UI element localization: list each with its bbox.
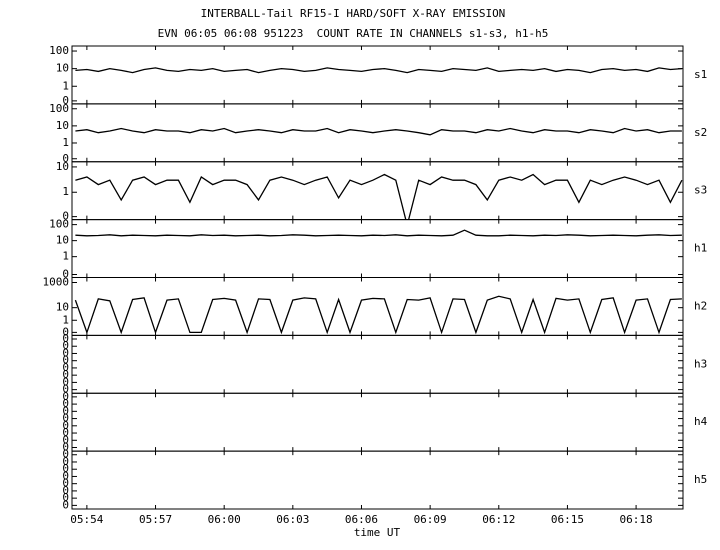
series-line	[74, 295, 682, 335]
y-tick-label: 10	[56, 234, 69, 247]
y-tick-label: 10	[56, 62, 69, 75]
y-tick-label: 100	[49, 44, 69, 57]
y-tick-label: 100	[49, 218, 69, 231]
y-tick-label: 0	[62, 397, 69, 410]
y-tick-label: 10	[56, 160, 69, 173]
panel-frame	[71, 45, 684, 105]
y-tick-label: 100	[49, 102, 69, 115]
panel-frame	[71, 334, 684, 394]
y-tick-label: 0	[62, 94, 69, 107]
panel-label: s2	[694, 126, 707, 139]
panel-label: h5	[694, 473, 707, 486]
x-tick-label: 06:09	[414, 513, 447, 526]
y-tick-label: 0	[62, 390, 69, 403]
x-tick-label: 06:06	[345, 513, 378, 526]
x-tick-label: 05:54	[70, 513, 103, 526]
panel-label: h1	[694, 242, 707, 255]
panel-label: s1	[694, 68, 707, 81]
y-tick-label: 0	[62, 498, 69, 511]
x-tick-label: 06:18	[620, 513, 653, 526]
y-tick-label: 0	[62, 346, 69, 359]
y-tick-label: 0	[62, 332, 69, 345]
panel-frame	[71, 219, 684, 278]
x-tick-label: 06:03	[276, 513, 309, 526]
x-tick-label: 06:15	[551, 513, 584, 526]
y-tick-label: 0	[62, 477, 69, 490]
y-tick-label: 0	[62, 426, 69, 439]
y-tick-label: 1	[62, 185, 69, 198]
panel-label: h4	[694, 415, 708, 428]
panel-frame	[71, 277, 684, 336]
y-tick-label: 0	[62, 469, 69, 482]
panel-label: h3	[694, 357, 707, 370]
y-tick-label: 10	[56, 119, 69, 132]
panel-frame	[71, 392, 684, 452]
y-tick-label: 0	[62, 375, 69, 388]
y-tick-label: 0	[62, 210, 69, 223]
series-line	[75, 229, 682, 237]
y-tick-label: 0	[62, 419, 69, 432]
x-tick-label: 05:57	[139, 513, 172, 526]
y-tick-label: 0	[62, 412, 69, 425]
y-tick-label: 10	[56, 301, 69, 314]
y-tick-label: 0	[62, 339, 69, 352]
y-tick-label: 0	[62, 354, 69, 367]
series-line	[75, 173, 683, 220]
y-tick-label: 0	[62, 152, 69, 165]
x-axis-label: time UT	[354, 526, 401, 539]
y-tick-label: 0	[62, 361, 69, 374]
y-tick-label: 0	[62, 268, 69, 281]
y-tick-label: 0	[62, 404, 69, 417]
panel-label: h2	[694, 299, 707, 312]
y-tick-label: 0	[62, 383, 69, 396]
panel-frame	[71, 103, 684, 163]
y-tick-label: 1000	[43, 276, 70, 289]
y-tick-label: 1	[62, 79, 69, 92]
y-tick-label: 0	[62, 484, 69, 497]
y-tick-label: 0	[62, 368, 69, 381]
panel-label: s3	[694, 184, 707, 197]
series-line	[75, 67, 682, 74]
chart-subtitle: EVN 06:05 06:08 951223 COUNT RATE IN CHA…	[158, 27, 549, 40]
y-tick-label: 0	[62, 448, 69, 461]
y-tick-label: 0	[62, 433, 69, 446]
y-tick-label: 1	[62, 313, 69, 326]
y-tick-label: 0	[62, 325, 69, 338]
y-tick-label: 1	[62, 250, 69, 263]
x-tick-label: 06:12	[482, 513, 515, 526]
panel-frame	[71, 450, 684, 510]
y-tick-label: 0	[62, 455, 69, 468]
y-tick-label: 0	[62, 491, 69, 504]
chart-title: INTERBALL-Tail RF15-I HARD/SOFT X-RAY EM…	[201, 7, 506, 20]
y-tick-label: 1	[62, 136, 69, 149]
y-tick-label: 0	[62, 462, 69, 475]
series-line	[75, 127, 682, 136]
x-tick-label: 06:00	[208, 513, 241, 526]
y-tick-label: 0	[62, 441, 69, 454]
panel-frame	[71, 161, 684, 221]
